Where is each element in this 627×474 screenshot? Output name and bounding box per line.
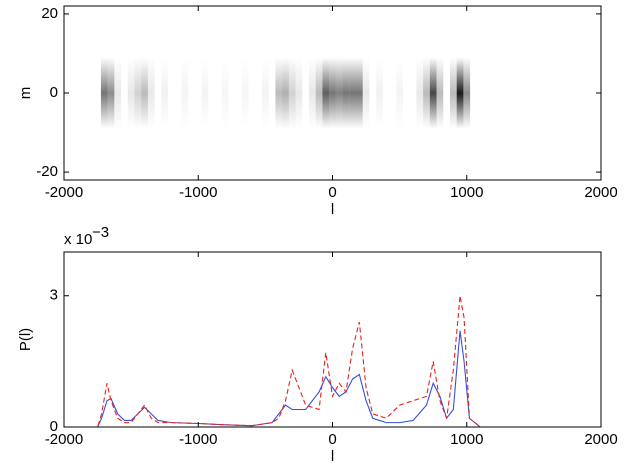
x-tick-label: 2000 <box>584 184 617 201</box>
heat-cell <box>100 57 108 129</box>
y-tick-label: 0 <box>50 418 58 435</box>
heat-cell <box>288 57 296 129</box>
x-tick-label: 0 <box>328 431 336 448</box>
heat-cell <box>309 57 316 129</box>
heat-cell <box>147 57 155 129</box>
series-line <box>90 330 601 427</box>
x-tick-label: -2000 <box>45 184 83 201</box>
y-axis-label: m <box>17 87 34 100</box>
y-tick-label: 0 <box>50 84 58 101</box>
heat-cell <box>282 57 289 129</box>
y-axis-label: P(l) <box>17 328 34 351</box>
x-tick-label: 2000 <box>584 431 617 448</box>
heat-cell <box>322 57 330 129</box>
x-tick-label: 1000 <box>450 431 483 448</box>
heat-cell <box>376 57 383 129</box>
x-tick-label: -1000 <box>179 184 217 201</box>
heat-cell <box>423 57 430 129</box>
heat-cell <box>349 57 356 129</box>
heat-cell <box>262 57 269 129</box>
heat-cell <box>275 57 283 129</box>
heat-cell <box>134 57 142 129</box>
x-axis-label: l <box>331 448 334 465</box>
heat-cell <box>329 57 336 129</box>
plot-area <box>100 57 471 129</box>
heat-cell <box>449 57 457 129</box>
heat-cell <box>362 57 370 129</box>
plot-area <box>90 295 601 427</box>
heat-cell <box>456 57 464 129</box>
heat-cell <box>335 57 343 129</box>
y-tick-label: -20 <box>36 163 58 180</box>
heat-cell <box>342 57 350 129</box>
x-axis-label: l <box>331 201 334 218</box>
series-line <box>90 295 601 427</box>
y-tick-label: 20 <box>41 5 58 22</box>
heat-cell <box>295 57 303 129</box>
y-exponent: −3 <box>92 224 109 241</box>
x-tick-label: 1000 <box>450 184 483 201</box>
heat-cell <box>416 57 424 129</box>
heat-cell <box>463 57 471 129</box>
axes-frame <box>63 251 602 428</box>
heat-cell <box>355 57 363 129</box>
heat-cell <box>181 57 189 129</box>
heat-cell <box>107 57 115 129</box>
heat-cell <box>396 57 403 129</box>
x-tick-label: -1000 <box>179 431 217 448</box>
x-tick-label: -2000 <box>45 431 83 448</box>
heat-cell <box>315 57 323 129</box>
heat-cell <box>436 57 444 129</box>
heat-cell <box>161 57 169 129</box>
heat-cell <box>114 57 122 129</box>
heat-cell <box>201 57 209 129</box>
heat-cell <box>221 57 229 129</box>
y-tick-label: 3 <box>50 287 58 304</box>
heat-cell <box>429 57 437 129</box>
y-multiplier: x 10 <box>64 231 92 248</box>
heat-cell <box>127 57 135 129</box>
x-tick-label: 0 <box>328 184 336 201</box>
heat-cell <box>241 57 249 129</box>
heat-cell <box>141 57 148 129</box>
